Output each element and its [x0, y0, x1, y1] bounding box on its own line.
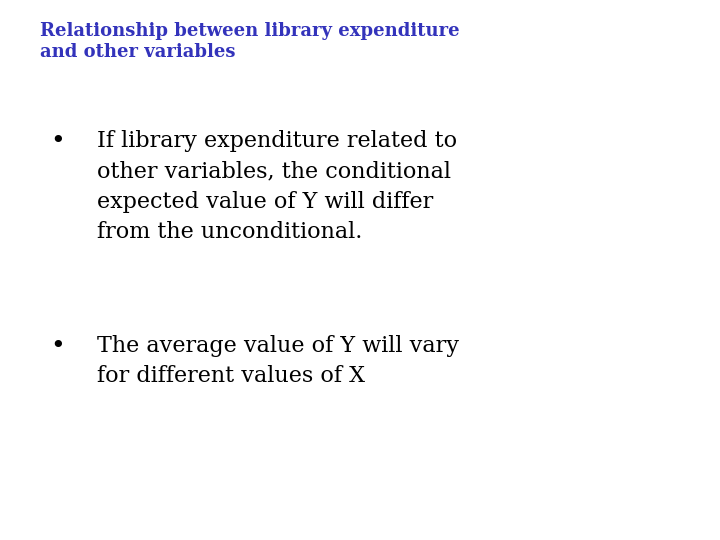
Text: The average value of Y will vary
for different values of X: The average value of Y will vary for dif…: [97, 335, 459, 387]
Text: If library expenditure related to
other variables, the conditional
expected valu: If library expenditure related to other …: [97, 130, 457, 243]
Text: •: •: [50, 130, 65, 153]
Text: Relationship between library expenditure
and other variables: Relationship between library expenditure…: [40, 22, 459, 61]
Text: •: •: [50, 335, 65, 358]
